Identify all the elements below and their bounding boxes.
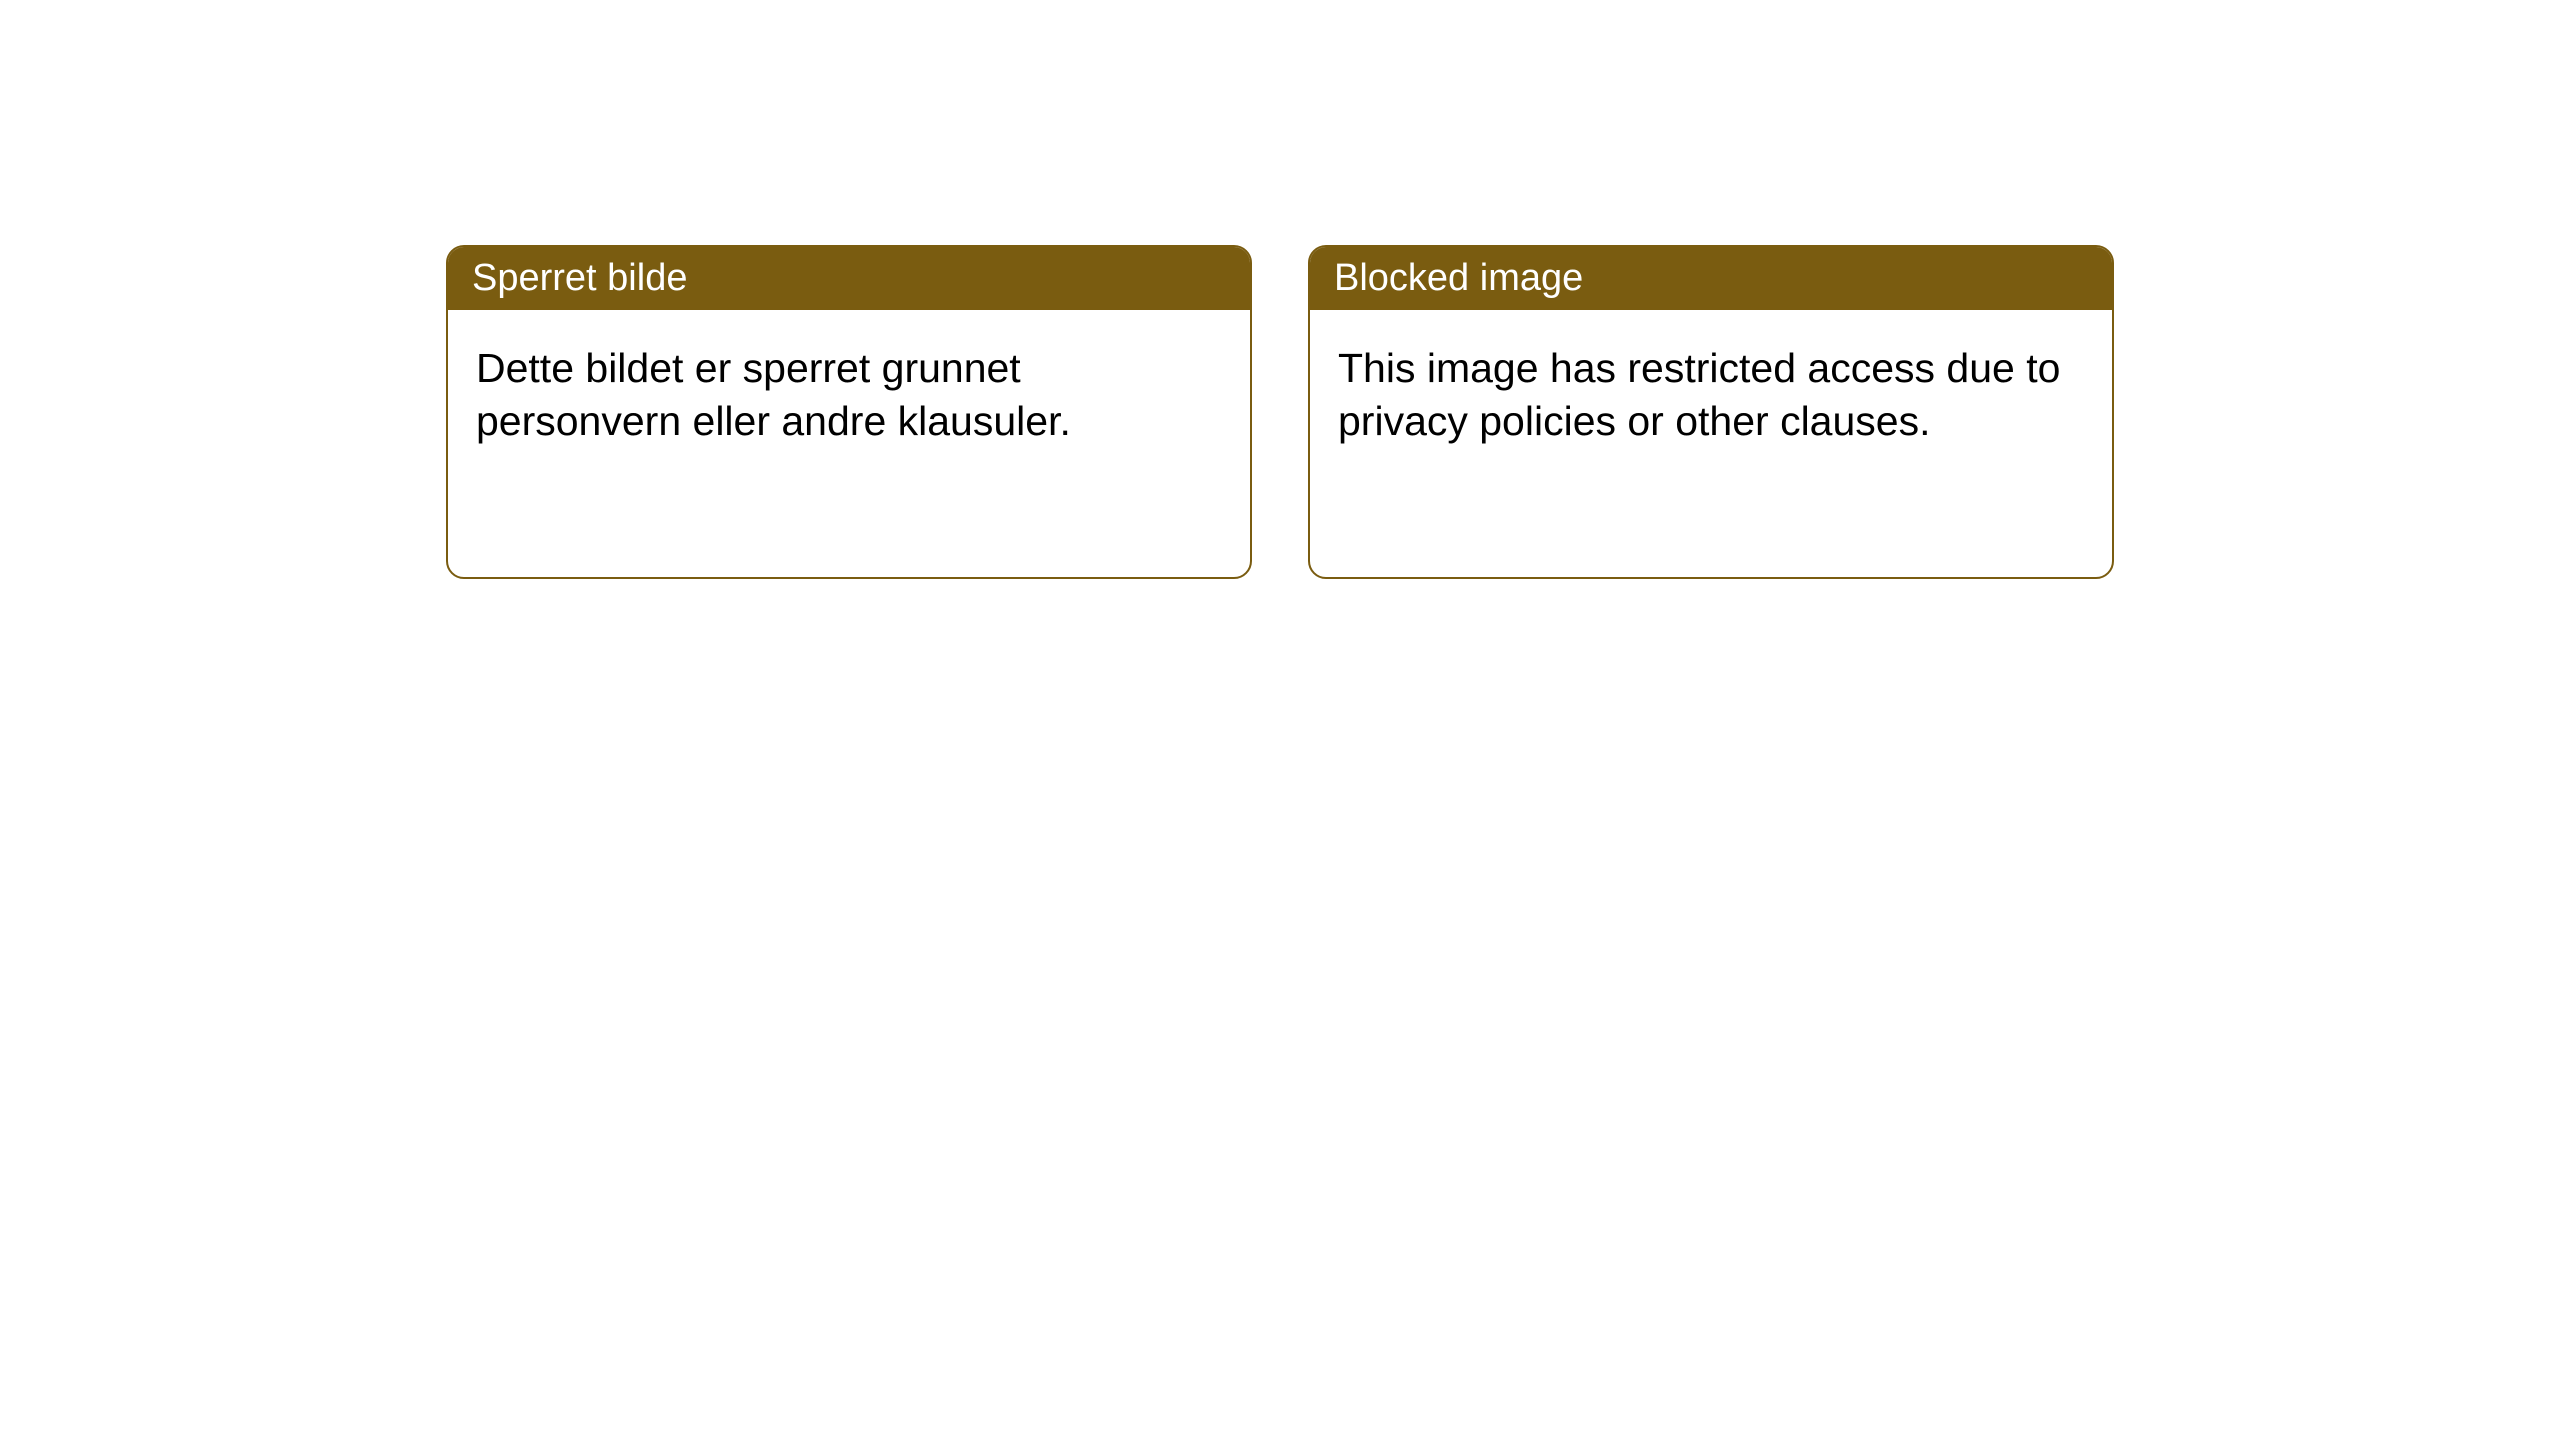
notice-cards-container: Sperret bilde Dette bildet er sperret gr… — [446, 245, 2114, 579]
card-body-no: Dette bildet er sperret grunnet personve… — [448, 310, 1250, 481]
card-message-no: Dette bildet er sperret grunnet personve… — [476, 345, 1071, 444]
card-header-no: Sperret bilde — [448, 247, 1250, 310]
card-title-no: Sperret bilde — [472, 257, 687, 299]
card-title-en: Blocked image — [1334, 257, 1583, 299]
blocked-image-card-en: Blocked image This image has restricted … — [1308, 245, 2114, 579]
card-header-en: Blocked image — [1310, 247, 2112, 310]
blocked-image-card-no: Sperret bilde Dette bildet er sperret gr… — [446, 245, 1252, 579]
card-body-en: This image has restricted access due to … — [1310, 310, 2112, 481]
card-message-en: This image has restricted access due to … — [1338, 345, 2060, 444]
